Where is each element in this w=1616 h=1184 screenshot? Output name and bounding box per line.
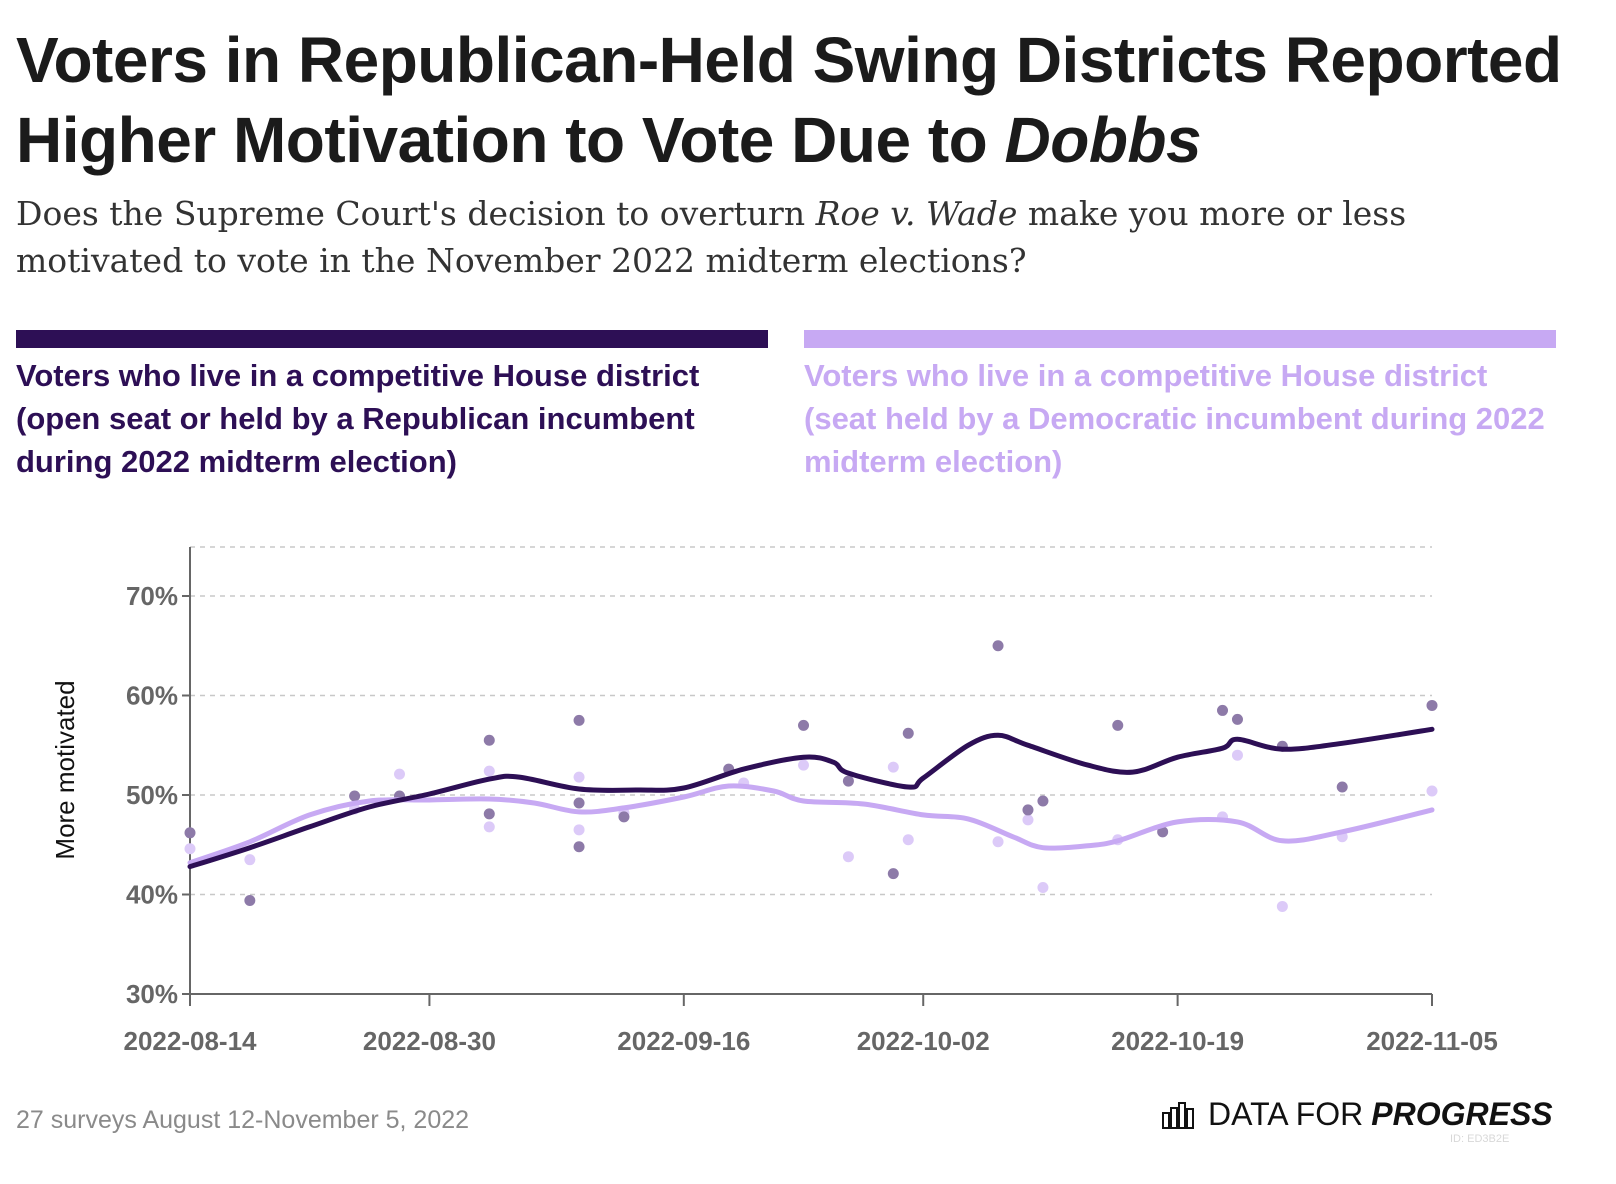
legend-item-democratic: Voters who live in a competitive House d…: [804, 330, 1556, 483]
brand-id: ID: ED3B2E: [1450, 1133, 1510, 1145]
data-point-republican: [184, 827, 196, 839]
title-line-1: Voters in Republican-Held Swing District…: [16, 24, 1562, 96]
data-point-democratic: [798, 759, 810, 771]
subtitle-part-1: Does the Supreme Court's decision to ove…: [16, 194, 816, 233]
data-point-republican: [992, 640, 1004, 652]
data-point-democratic: [992, 836, 1004, 848]
title-line-2-em: Dobbs: [1004, 104, 1202, 176]
y-axis-title: More motivated: [50, 680, 80, 859]
brand-text-strong: PROGRESS: [1371, 1096, 1553, 1132]
y-tick-label: 40%: [126, 880, 178, 910]
legend-label-democratic: Voters who live in a competitive House d…: [804, 358, 1545, 479]
data-point-democratic: [1426, 785, 1438, 797]
data-point-republican: [573, 797, 585, 809]
data-point-democratic: [1037, 882, 1049, 894]
data-point-democratic: [393, 768, 405, 780]
data-point-republican: [618, 811, 630, 823]
x-tick-label: 2022-10-19: [1111, 1026, 1244, 1056]
data-point-republican: [887, 868, 899, 880]
chart-title: Voters in Republican-Held Swing District…: [16, 20, 1596, 180]
data-point-democratic: [483, 765, 495, 777]
brand-logo: DATA FOR PROGRESS: [1162, 1096, 1553, 1133]
scatter-chart: 30% 40% 50% 60% 70% 2022-08-14 2022-08-30 2022-…: [50, 546, 1498, 1056]
data-point-republican: [1112, 719, 1124, 731]
legend-swatch-democratic: [804, 330, 1556, 348]
data-point-democratic: [1276, 900, 1288, 912]
data-point-republican: [842, 775, 854, 787]
data-point-democratic: [1022, 814, 1034, 826]
x-tick-label: 2022-10-02: [857, 1026, 990, 1056]
footer-note: 27 surveys August 12-November 5, 2022: [16, 1106, 470, 1134]
data-point-republican: [1037, 795, 1049, 807]
data-point-republican: [1426, 699, 1438, 711]
data-point-democratic: [1231, 749, 1243, 761]
data-point-republican: [483, 808, 495, 820]
data-point-democratic: [184, 843, 196, 855]
data-point-democratic: [573, 824, 585, 836]
data-point-republican: [902, 727, 914, 739]
legend-item-republican: Voters who live in a competitive House d…: [16, 330, 768, 483]
y-tick-label: 60%: [126, 681, 178, 711]
title-line-2-prefix: Higher Motivation to Vote Due to: [16, 104, 1005, 176]
data-point-republican: [1217, 704, 1229, 716]
data-point-democratic: [483, 821, 495, 833]
subtitle-em: Roe v. Wade: [815, 194, 1018, 233]
subtitle-part-2: make you more or less motivated to vote …: [16, 194, 1407, 280]
x-tick-label: 2022-08-30: [363, 1026, 496, 1056]
data-point-republican: [483, 734, 495, 746]
data-point-republican: [1231, 713, 1243, 725]
data-point-republican: [1336, 781, 1348, 793]
brand-text-light: DATA FOR: [1208, 1096, 1364, 1132]
data-point-republican: [573, 714, 585, 726]
title-line-2: Higher Motivation to Vote Due to Dobbs: [16, 100, 1596, 180]
data-point-democratic: [842, 851, 854, 863]
data-point-democratic: [244, 854, 256, 866]
data-point-democratic: [887, 761, 899, 773]
trend-line-republican: [187, 726, 1435, 870]
data-point-republican: [573, 841, 585, 853]
x-tick-label: 2022-08-14: [124, 1026, 258, 1056]
data-point-democratic: [902, 834, 914, 846]
data-point-republican: [1157, 826, 1169, 838]
data-point-republican: [1022, 804, 1034, 816]
y-tick-label: 30%: [126, 979, 178, 1009]
chart-subtitle: Does the Supreme Court's decision to ove…: [16, 190, 1576, 284]
data-point-democratic: [573, 771, 585, 783]
data-point-republican: [349, 790, 361, 802]
legend-swatch-republican: [16, 330, 768, 348]
data-point-republican: [244, 894, 256, 906]
y-tick-label: 70%: [126, 581, 178, 611]
x-tick-label: 2022-11-05: [1366, 1026, 1498, 1056]
legend-label-republican: Voters who live in a competitive House d…: [16, 358, 700, 479]
bar-chart-icon: [1162, 1101, 1194, 1129]
data-point-republican: [798, 719, 810, 731]
trend-line-democratic: [187, 783, 1435, 866]
x-tick-label: 2022-09-16: [617, 1026, 750, 1056]
y-tick-label: 50%: [126, 780, 178, 810]
